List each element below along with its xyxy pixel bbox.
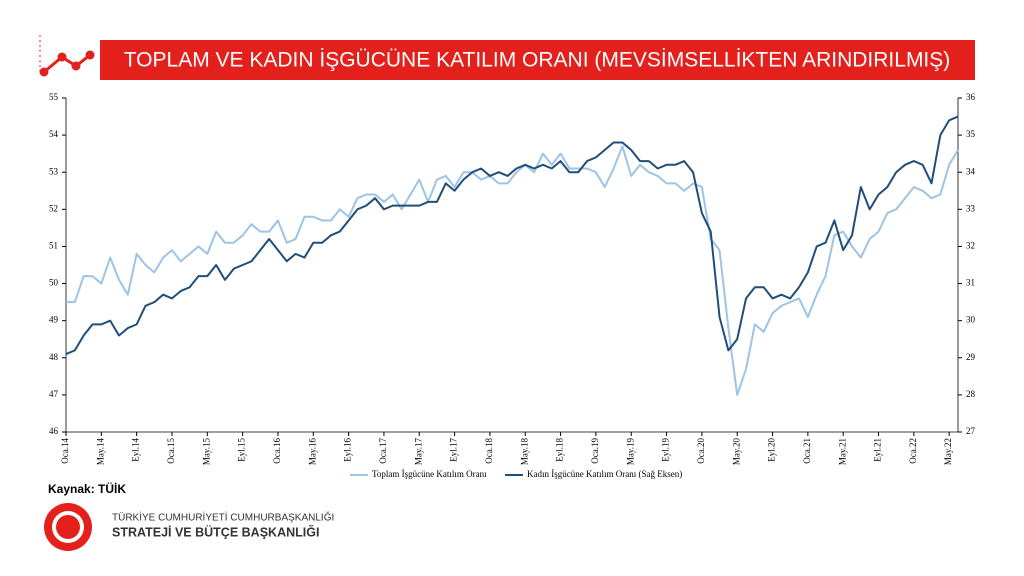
chart-title: TOPLAM VE KADIN İŞGÜCÜNE KATILIM ORANI (… [124,49,951,72]
y-tick-label: 55 [49,92,59,102]
y-tick-label: 54 [49,129,59,139]
org-line-2: STRATEJİ VE BÜTÇE BAŞKANLIĞI [112,524,319,539]
x-tick-label: Oca.20 [696,438,706,464]
y2-tick-label: 32 [966,241,975,251]
source-note: Kaynak: TÜİK [48,481,126,496]
x-tick-label: Oca.16 [272,438,282,464]
logo [44,503,92,551]
y2-tick-label: 35 [966,129,976,139]
title-banner [100,40,975,80]
x-tick-label: Oca.22 [908,438,918,464]
y-tick-label: 51 [49,241,58,251]
series-line [65,115,959,355]
y2-tick-label: 36 [966,92,976,102]
x-tick-label: Oca.17 [378,438,388,464]
x-tick-label: Eyl.15 [237,438,247,462]
x-tick-label: Oca.18 [484,438,494,464]
y-tick-label: 49 [49,315,59,325]
y2-tick-label: 31 [966,278,975,288]
x-tick-label: May.17 [413,438,423,466]
x-tick-label: Eyl.18 [555,438,565,462]
x-tick-label: Eyl.21 [873,438,883,462]
x-tick-label: May.20 [731,438,741,466]
header-icon [39,35,95,77]
x-tick-label: Eyl.20 [767,438,777,462]
x-tick-label: Oca.19 [590,438,600,464]
y-tick-label: 50 [49,278,59,288]
series-line [66,145,959,396]
y-tick-label: 48 [49,352,59,362]
x-tick-label: May.14 [95,438,105,466]
y2-tick-label: 28 [966,389,976,399]
y2-tick-label: 34 [966,166,976,176]
x-tick-label: Oca.15 [166,438,176,464]
x-tick-label: May.18 [519,438,529,466]
y2-tick-label: 29 [966,352,976,362]
x-tick-label: Eyl.19 [661,438,671,462]
y2-tick-label: 30 [966,315,976,325]
y2-tick-label: 27 [966,426,976,436]
y-tick-label: 46 [49,426,59,436]
legend-label: Toplam İşgücüne Katılım Oranı [372,469,487,479]
legend-label: Kadın İşgücüne Katılım Oranı (Sağ Eksen) [527,469,682,479]
x-tick-label: Eyl.17 [449,438,459,462]
org-line-1: TÜRKİYE CUMHURİYETİ CUMHURBAŞKANLIĞI [112,511,334,524]
x-tick-label: May.21 [837,438,847,465]
x-tick-label: May.19 [625,438,635,466]
y-tick-label: 52 [49,203,58,213]
x-tick-label: Oca.21 [802,438,812,464]
x-tick-label: May.16 [307,438,317,466]
y2-tick-label: 33 [966,203,976,213]
x-tick-label: May.22 [943,438,953,465]
y-tick-label: 53 [49,166,59,176]
x-tick-label: May.15 [201,438,211,466]
x-tick-label: Oca.14 [60,438,70,464]
x-tick-label: Eyl.16 [343,438,353,462]
x-tick-label: Eyl.14 [131,438,141,462]
y-tick-label: 47 [49,389,59,399]
